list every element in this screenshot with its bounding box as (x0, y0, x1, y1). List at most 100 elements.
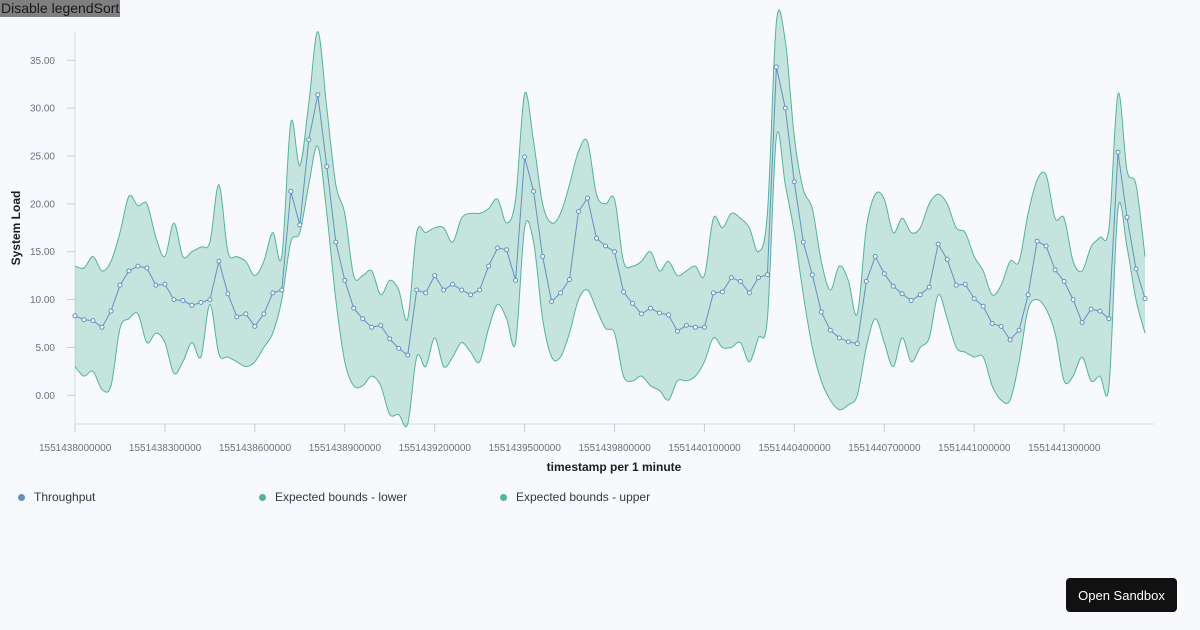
throughput-point[interactable] (585, 195, 590, 201)
throughput-point[interactable] (657, 310, 662, 316)
throughput-point[interactable] (1133, 266, 1139, 272)
throughput-point[interactable] (630, 300, 635, 306)
throughput-point[interactable] (782, 105, 788, 111)
throughput-point[interactable] (576, 209, 581, 214)
throughput-point[interactable] (1043, 243, 1049, 249)
throughput-point[interactable] (980, 303, 986, 309)
throughput-point[interactable] (225, 291, 231, 297)
throughput-point[interactable] (207, 297, 213, 303)
throughput-point[interactable] (674, 328, 680, 334)
throughput-point[interactable] (935, 241, 941, 247)
throughput-point[interactable] (423, 290, 429, 296)
throughput-point[interactable] (153, 282, 159, 288)
throughput-point[interactable] (351, 305, 357, 311)
throughput-point[interactable] (854, 341, 860, 347)
throughput-point[interactable] (953, 282, 959, 288)
throughput-point[interactable] (746, 290, 752, 296)
throughput-point[interactable] (881, 271, 887, 277)
throughput-point[interactable] (432, 273, 438, 279)
throughput-point[interactable] (692, 324, 698, 330)
throughput-point[interactable] (890, 283, 896, 289)
throughput-point[interactable] (621, 289, 626, 295)
throughput-point[interactable] (863, 278, 869, 284)
throughput-point[interactable] (944, 256, 950, 262)
throughput-point[interactable] (198, 299, 204, 305)
throughput-point[interactable] (1097, 308, 1103, 314)
legend-item-throughput[interactable]: Throughput (18, 490, 95, 504)
throughput-point[interactable] (1115, 149, 1121, 155)
throughput-point[interactable] (234, 314, 240, 320)
throughput-point[interactable] (306, 137, 312, 143)
throughput-point[interactable] (144, 265, 150, 271)
throughput-point[interactable] (800, 239, 806, 245)
throughput-point[interactable] (1052, 267, 1058, 273)
throughput-point[interactable] (603, 243, 608, 249)
sort-button[interactable]: Sort (93, 0, 120, 16)
throughput-point[interactable] (1070, 297, 1076, 303)
throughput-point[interactable] (369, 324, 375, 330)
throughput-point[interactable] (872, 254, 878, 259)
throughput-point[interactable] (459, 287, 465, 293)
throughput-point[interactable] (531, 188, 537, 194)
throughput-point[interactable] (971, 296, 977, 302)
throughput-point[interactable] (719, 289, 725, 295)
throughput-point[interactable] (441, 287, 447, 293)
throughput-point[interactable] (917, 292, 923, 298)
throughput-point[interactable] (710, 290, 716, 296)
throughput-point[interactable] (1088, 306, 1094, 312)
throughput-point[interactable] (522, 154, 528, 160)
throughput-point[interactable] (90, 318, 96, 324)
throughput-point[interactable] (99, 324, 105, 330)
throughput-point[interactable] (1016, 327, 1022, 333)
throughput-point[interactable] (405, 352, 411, 358)
throughput-point[interactable] (378, 322, 384, 328)
throughput-point[interactable] (666, 312, 671, 318)
throughput-point[interactable] (414, 287, 420, 293)
throughput-point[interactable] (899, 291, 905, 297)
throughput-point[interactable] (450, 281, 456, 287)
throughput-point[interactable] (495, 245, 501, 251)
throughput-point[interactable] (908, 298, 914, 303)
throughput-point[interactable] (297, 222, 303, 228)
throughput-point[interactable] (315, 92, 321, 98)
throughput-point[interactable] (333, 239, 339, 245)
throughput-point[interactable] (567, 277, 572, 282)
open-sandbox-button[interactable]: Open Sandbox (1066, 578, 1177, 612)
throughput-point[interactable] (728, 275, 734, 281)
throughput-point[interactable] (1061, 278, 1067, 284)
throughput-point[interactable] (180, 298, 186, 303)
throughput-point[interactable] (387, 336, 393, 342)
throughput-point[interactable] (1124, 214, 1130, 220)
throughput-point[interactable] (612, 249, 617, 255)
throughput-point[interactable] (1142, 296, 1148, 302)
throughput-point[interactable] (773, 64, 779, 70)
throughput-point[interactable] (504, 247, 510, 253)
throughput-point[interactable] (549, 299, 555, 304)
throughput-point[interactable] (737, 278, 743, 284)
throughput-point[interactable] (791, 179, 797, 185)
throughput-point[interactable] (755, 275, 761, 281)
throughput-point[interactable] (1079, 320, 1085, 325)
throughput-point[interactable] (809, 272, 815, 278)
throughput-point[interactable] (261, 311, 267, 317)
throughput-point[interactable] (117, 282, 123, 288)
throughput-point[interactable] (998, 323, 1004, 329)
throughput-point[interactable] (486, 263, 492, 269)
throughput-point[interactable] (72, 313, 78, 319)
throughput-point[interactable] (270, 290, 276, 296)
throughput-point[interactable] (324, 164, 330, 169)
throughput-point[interactable] (477, 287, 483, 293)
throughput-point[interactable] (468, 292, 474, 298)
throughput-point[interactable] (243, 311, 249, 317)
throughput-point[interactable] (252, 323, 258, 329)
throughput-point[interactable] (827, 327, 833, 333)
throughput-point[interactable] (135, 263, 141, 269)
throughput-point[interactable] (962, 281, 968, 287)
legend-item-upper-bound[interactable]: Expected bounds - upper (500, 490, 650, 504)
throughput-point[interactable] (189, 302, 195, 308)
throughput-point[interactable] (288, 188, 294, 194)
throughput-point[interactable] (360, 316, 366, 322)
legend-item-lower-bound[interactable]: Expected bounds - lower (259, 490, 407, 504)
throughput-point[interactable] (594, 235, 599, 241)
throughput-point[interactable] (1106, 316, 1112, 322)
